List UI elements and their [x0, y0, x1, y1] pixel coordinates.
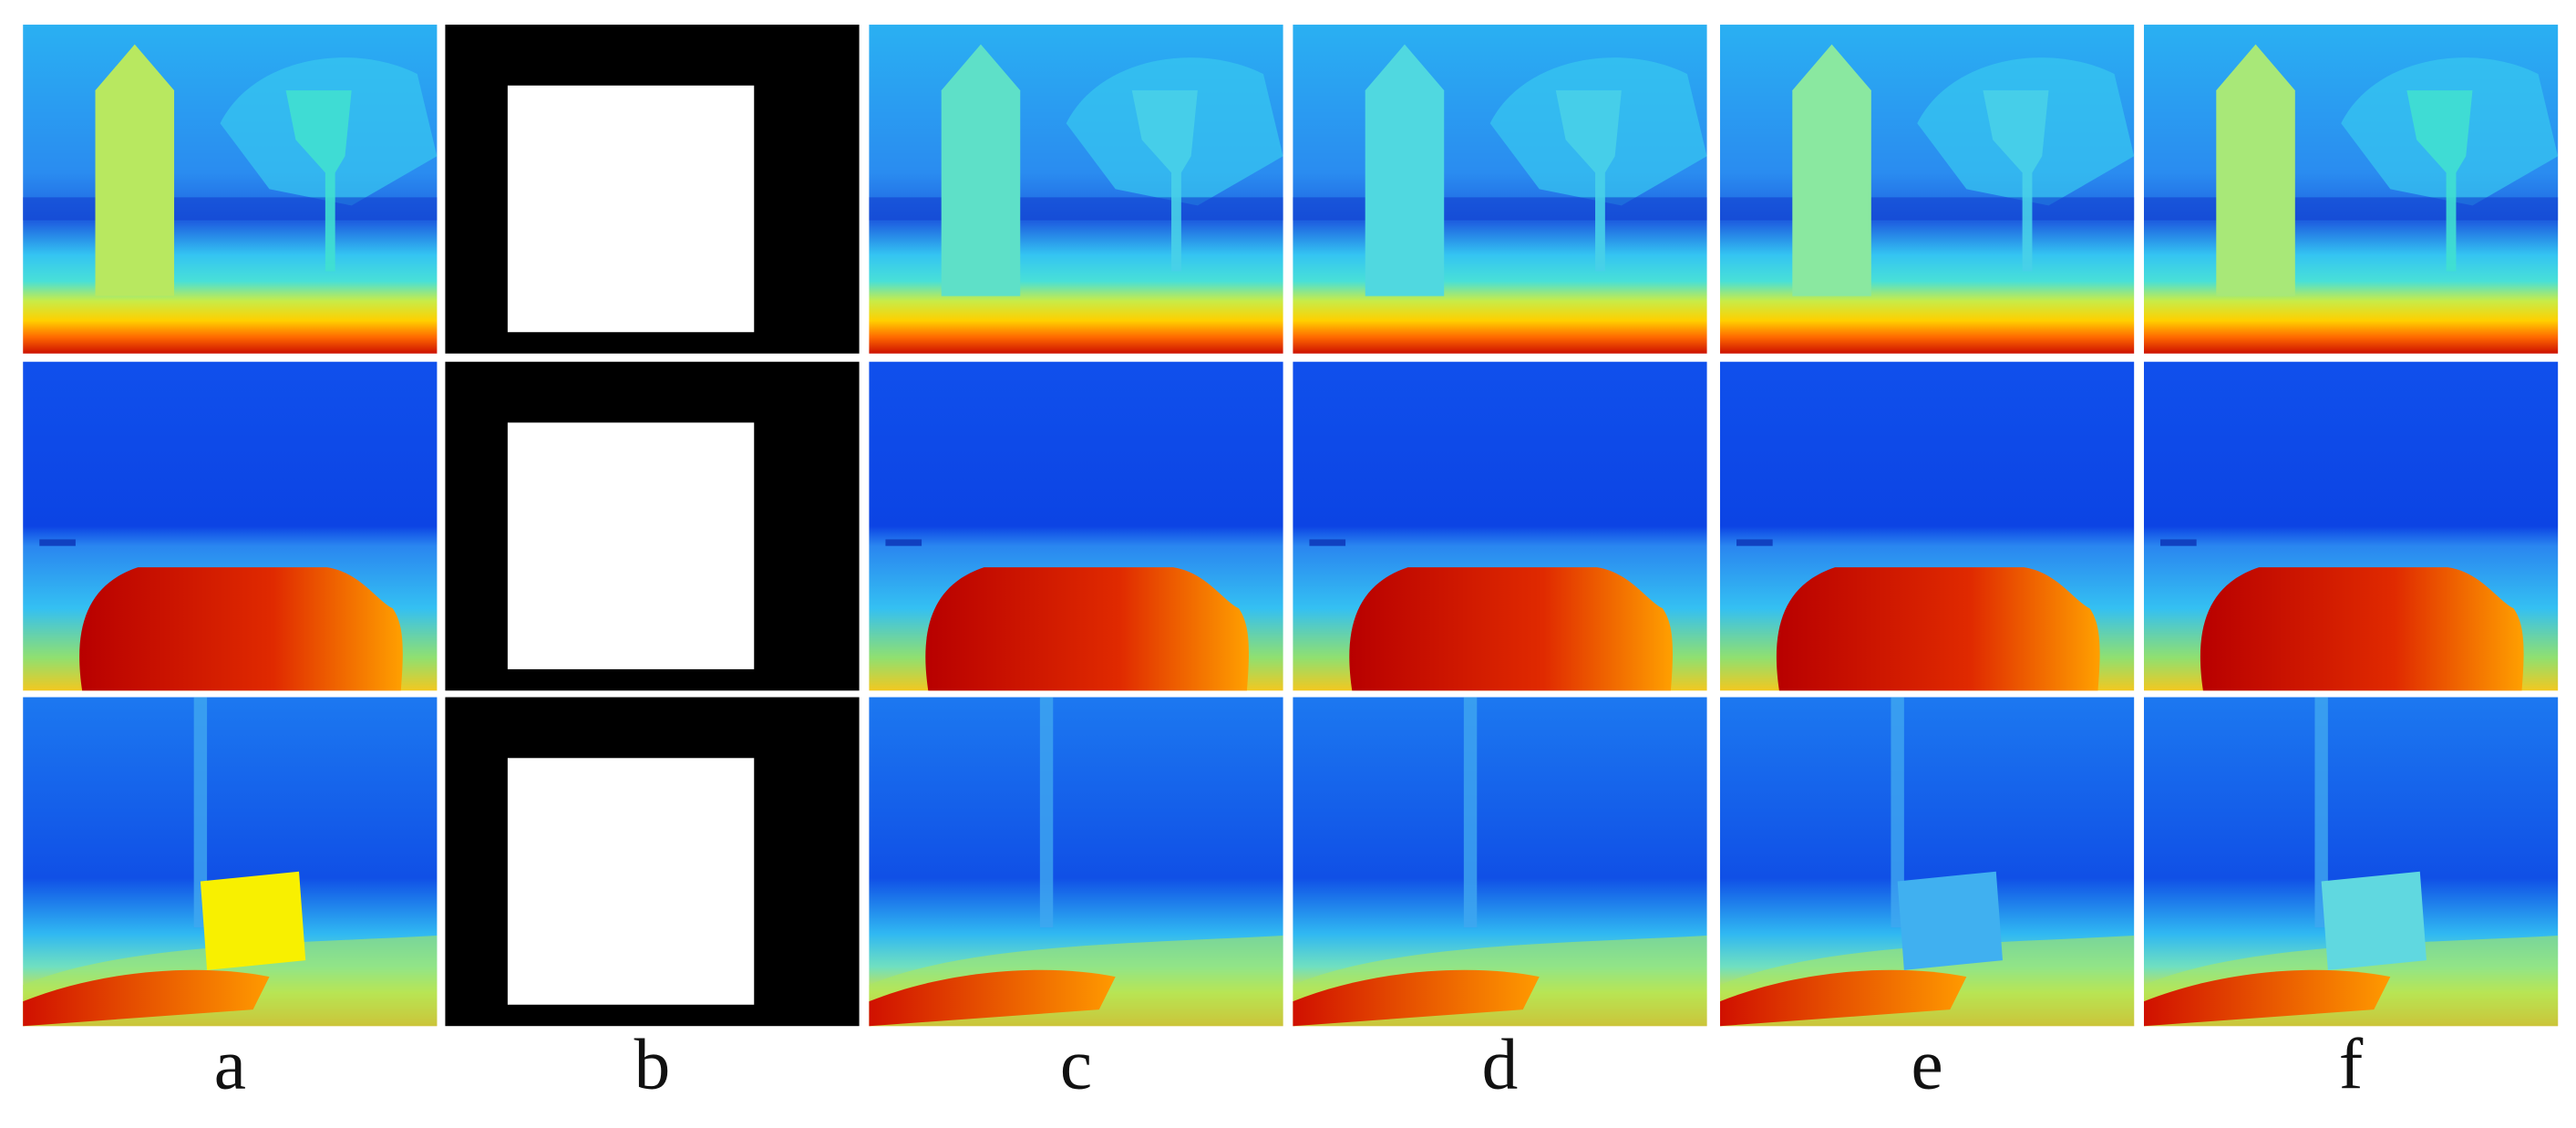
depth-map	[2143, 25, 2559, 354]
panel-label: e	[1911, 1025, 1942, 1105]
depth-map	[1720, 697, 2135, 1027]
near-object	[23, 969, 270, 1027]
pillar	[1365, 44, 1445, 296]
near-object	[1293, 969, 1540, 1027]
depth-map	[2143, 697, 2559, 1027]
pole	[1131, 90, 1198, 272]
depth-map	[2143, 361, 2559, 691]
depth-map	[23, 361, 438, 691]
pillar	[1792, 44, 1871, 296]
depth-map	[1293, 697, 1707, 1027]
car	[1776, 567, 2100, 691]
mask-hole	[507, 85, 755, 333]
depth-map	[1293, 361, 1707, 691]
panel-label: f	[2339, 1025, 2364, 1105]
depth-map	[1293, 25, 1707, 354]
chair	[2321, 871, 2427, 970]
dark-band	[2143, 197, 2559, 221]
panel-label: c	[1060, 1025, 1092, 1105]
panel-label: d	[1482, 1025, 1519, 1105]
depth-map	[1720, 25, 2135, 354]
mask-panel	[445, 697, 860, 1027]
depth-map	[869, 361, 1283, 691]
panel-label: b	[634, 1025, 671, 1105]
car	[1349, 567, 1674, 691]
depth-map	[1720, 361, 2135, 691]
dark-band	[1293, 197, 1707, 221]
mask-hole	[507, 758, 755, 1005]
depth-map	[23, 25, 438, 354]
chair	[1897, 871, 2003, 970]
near-object	[1720, 969, 1967, 1027]
car	[925, 567, 1250, 691]
dark-band	[23, 197, 438, 221]
line-mark	[885, 539, 922, 546]
line-mark	[39, 539, 76, 546]
chair	[200, 871, 306, 970]
pole	[285, 90, 352, 272]
pole	[1555, 90, 1622, 272]
line-mark	[1736, 539, 1773, 546]
pole	[1983, 90, 2049, 272]
pole	[2314, 697, 2328, 928]
dark-band	[1720, 197, 2135, 221]
pole	[1463, 697, 1478, 928]
dark-band	[869, 197, 1283, 221]
depth-map	[23, 697, 438, 1027]
pole	[1891, 697, 1904, 928]
near-object	[869, 969, 1116, 1027]
near-object	[2143, 969, 2391, 1027]
pillar	[2216, 44, 2295, 296]
line-mark	[2160, 539, 2197, 546]
car	[79, 567, 403, 691]
mask-hole	[507, 422, 755, 669]
mask-panel	[445, 361, 860, 691]
panel-label: a	[214, 1025, 246, 1105]
car	[2200, 567, 2524, 691]
pole	[1039, 697, 1054, 928]
pillar	[941, 44, 1021, 296]
pole	[2406, 90, 2473, 272]
line-mark	[1309, 539, 1346, 546]
depth-map	[869, 25, 1283, 354]
mask-panel	[445, 25, 860, 354]
pole	[193, 697, 208, 928]
pillar	[95, 44, 175, 296]
depth-map	[869, 697, 1283, 1027]
